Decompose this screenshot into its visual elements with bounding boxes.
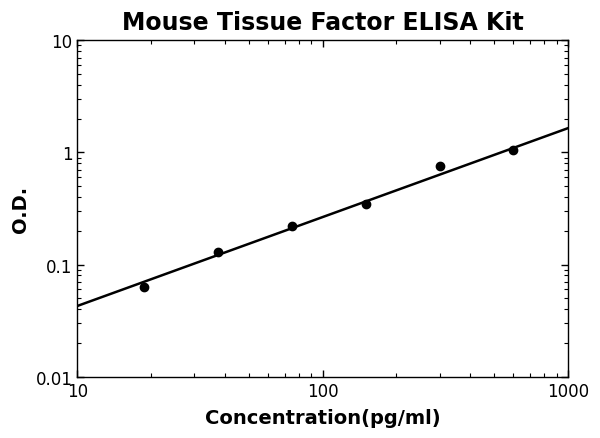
Y-axis label: O.D.: O.D.: [11, 185, 30, 233]
X-axis label: Concentration(pg/ml): Concentration(pg/ml): [205, 408, 440, 427]
Title: Mouse Tissue Factor ELISA Kit: Mouse Tissue Factor ELISA Kit: [122, 11, 523, 35]
